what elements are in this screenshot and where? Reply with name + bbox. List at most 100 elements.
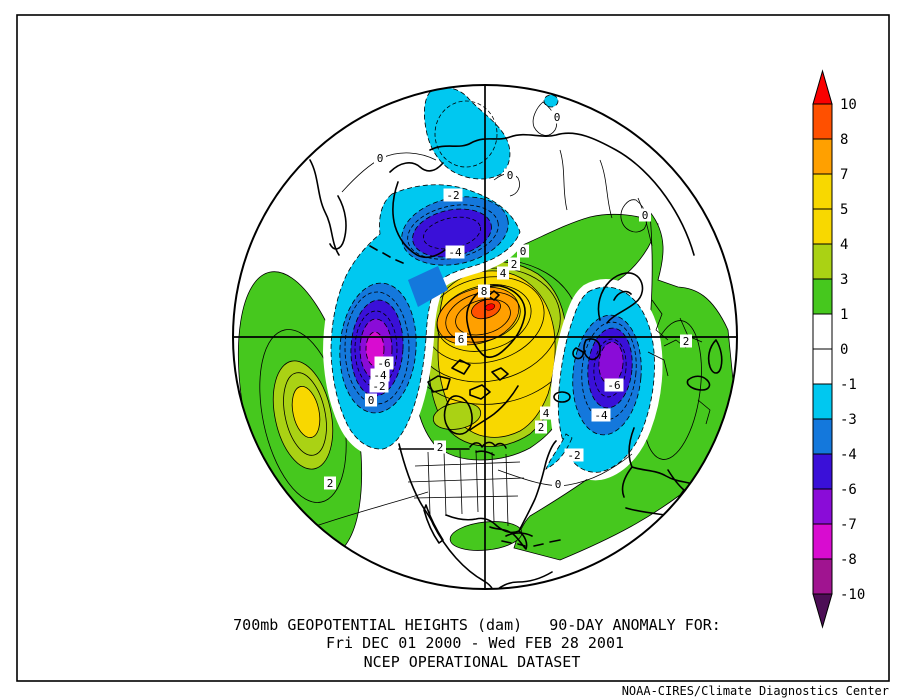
coast-scandinavia xyxy=(597,272,644,324)
colorbar-segment xyxy=(812,243,833,280)
contour-label: 0 xyxy=(642,209,649,222)
contour-label-box xyxy=(508,257,520,271)
us-state-borders xyxy=(407,449,525,527)
contour-label: 0 xyxy=(520,245,527,258)
contour-label: -4 xyxy=(373,369,387,382)
colorbar-segment xyxy=(812,418,833,455)
contour-label: -6 xyxy=(607,379,620,392)
contour-label-box xyxy=(374,151,386,165)
aleutian-islands xyxy=(369,245,404,264)
contour-label-box xyxy=(604,378,624,392)
arctic-low-cyan-dot xyxy=(543,94,559,108)
contour-ring xyxy=(283,372,327,456)
contour-label-box xyxy=(552,477,564,491)
colorbar-segment xyxy=(812,278,833,315)
colorbar-segment xyxy=(812,208,833,245)
contour-label: 2 xyxy=(538,421,545,434)
contour-label-box xyxy=(639,208,651,222)
colorbar-tick-label: -6 xyxy=(840,482,857,498)
contour-label: 2 xyxy=(327,477,334,490)
colorbar-tick-label: -1 xyxy=(840,377,857,393)
contour-label: -2 xyxy=(372,380,385,393)
polar-map xyxy=(233,85,737,589)
contour-label: -4 xyxy=(448,246,462,259)
contour-label-box xyxy=(369,379,389,393)
contour-label-box xyxy=(517,244,529,258)
contour-label: -6 xyxy=(377,357,390,370)
contour-label: 0 xyxy=(554,111,561,124)
contour-label: 0 xyxy=(555,478,562,491)
colorbar-tick-label: 5 xyxy=(840,202,848,218)
colorbar-segment xyxy=(812,558,833,595)
coast-eurasia-arctic xyxy=(429,132,695,256)
colorbar-tick-label: -8 xyxy=(840,552,857,568)
caribbean-islands xyxy=(501,532,561,547)
colorbar-tick-label: 3 xyxy=(840,272,848,288)
contour-label-box xyxy=(551,110,563,124)
coast-kamchatka-okhotsk xyxy=(309,159,347,256)
contour-label: 2 xyxy=(511,258,518,271)
colorbar-segment xyxy=(812,523,833,560)
contour-ring-dashed xyxy=(593,338,627,398)
contour-ring-dashed xyxy=(407,204,499,260)
contour-label: 0 xyxy=(377,152,384,165)
map-boundary-circle xyxy=(232,84,738,590)
contour-label-box xyxy=(497,266,509,280)
credit-text: NOAA-CIRES/Climate Diagnostics Center xyxy=(622,684,889,698)
contour-ring-dashed xyxy=(434,100,498,168)
europe-low-cyan-tongue xyxy=(545,433,573,470)
coast-british-isles xyxy=(572,338,601,361)
contour-label-box xyxy=(478,284,490,298)
siberia-rivers xyxy=(559,149,653,247)
colorbar-segment xyxy=(812,313,833,350)
coast-europe-mediterranean xyxy=(621,427,734,529)
contour-label-box xyxy=(564,448,584,462)
black-caspian-seas xyxy=(686,339,723,391)
colorbar-arrow-down xyxy=(812,593,833,629)
coast-bering-alaska xyxy=(389,162,446,258)
colorbar-tick-label: 8 xyxy=(840,132,848,148)
colorbar-tick-label: 4 xyxy=(840,237,848,253)
colorbar-tick-label: 7 xyxy=(840,167,848,183)
contour-label-box xyxy=(680,334,692,348)
colorbar-tick-label: 10 xyxy=(840,97,857,113)
hudson-bay xyxy=(443,395,473,435)
plot-frame xyxy=(16,14,890,682)
colorbar-segment xyxy=(812,488,833,525)
colorbar-tick-label: -7 xyxy=(840,517,857,533)
colorbar-tick-label: -4 xyxy=(840,447,857,463)
coast-baja xyxy=(423,504,444,544)
colorbar-segment xyxy=(812,138,833,175)
contour-label-box xyxy=(370,368,390,382)
colorbar-tick-label: 1 xyxy=(840,307,848,323)
zero-contour xyxy=(493,173,520,197)
contour-label: 2 xyxy=(683,335,690,348)
arctic-low-cyan xyxy=(423,87,511,180)
title-line1: 700mb GEOPOTENTIAL HEIGHTS (dam) 90-DAY … xyxy=(233,616,721,634)
zero-contour xyxy=(497,453,633,487)
colorbar-tick-label: 0 xyxy=(840,342,848,358)
contour-label: 0 xyxy=(507,169,514,182)
colorbar-segment xyxy=(812,383,833,420)
colorbar-segment xyxy=(812,103,833,140)
colorbar-segments xyxy=(812,103,833,595)
coast-greenland xyxy=(465,284,526,358)
contour-label-box xyxy=(455,332,467,346)
contour-label-box xyxy=(443,188,463,202)
contour-label: 0 xyxy=(368,394,375,407)
contour-label: -2 xyxy=(567,449,580,462)
contour-label: 8 xyxy=(481,285,488,298)
canadian-arctic-islands xyxy=(427,359,509,400)
contour-ring-dashed xyxy=(344,291,410,405)
title-line3: NCEP OPERATIONAL DATASET xyxy=(364,653,581,671)
contour-label-box xyxy=(540,406,552,420)
colorbar-segment xyxy=(812,173,833,210)
contour-label-box xyxy=(535,420,547,434)
contour-label-box xyxy=(324,476,336,490)
colorbar-tick-label: -3 xyxy=(840,412,857,428)
contour-label-box xyxy=(434,440,446,454)
